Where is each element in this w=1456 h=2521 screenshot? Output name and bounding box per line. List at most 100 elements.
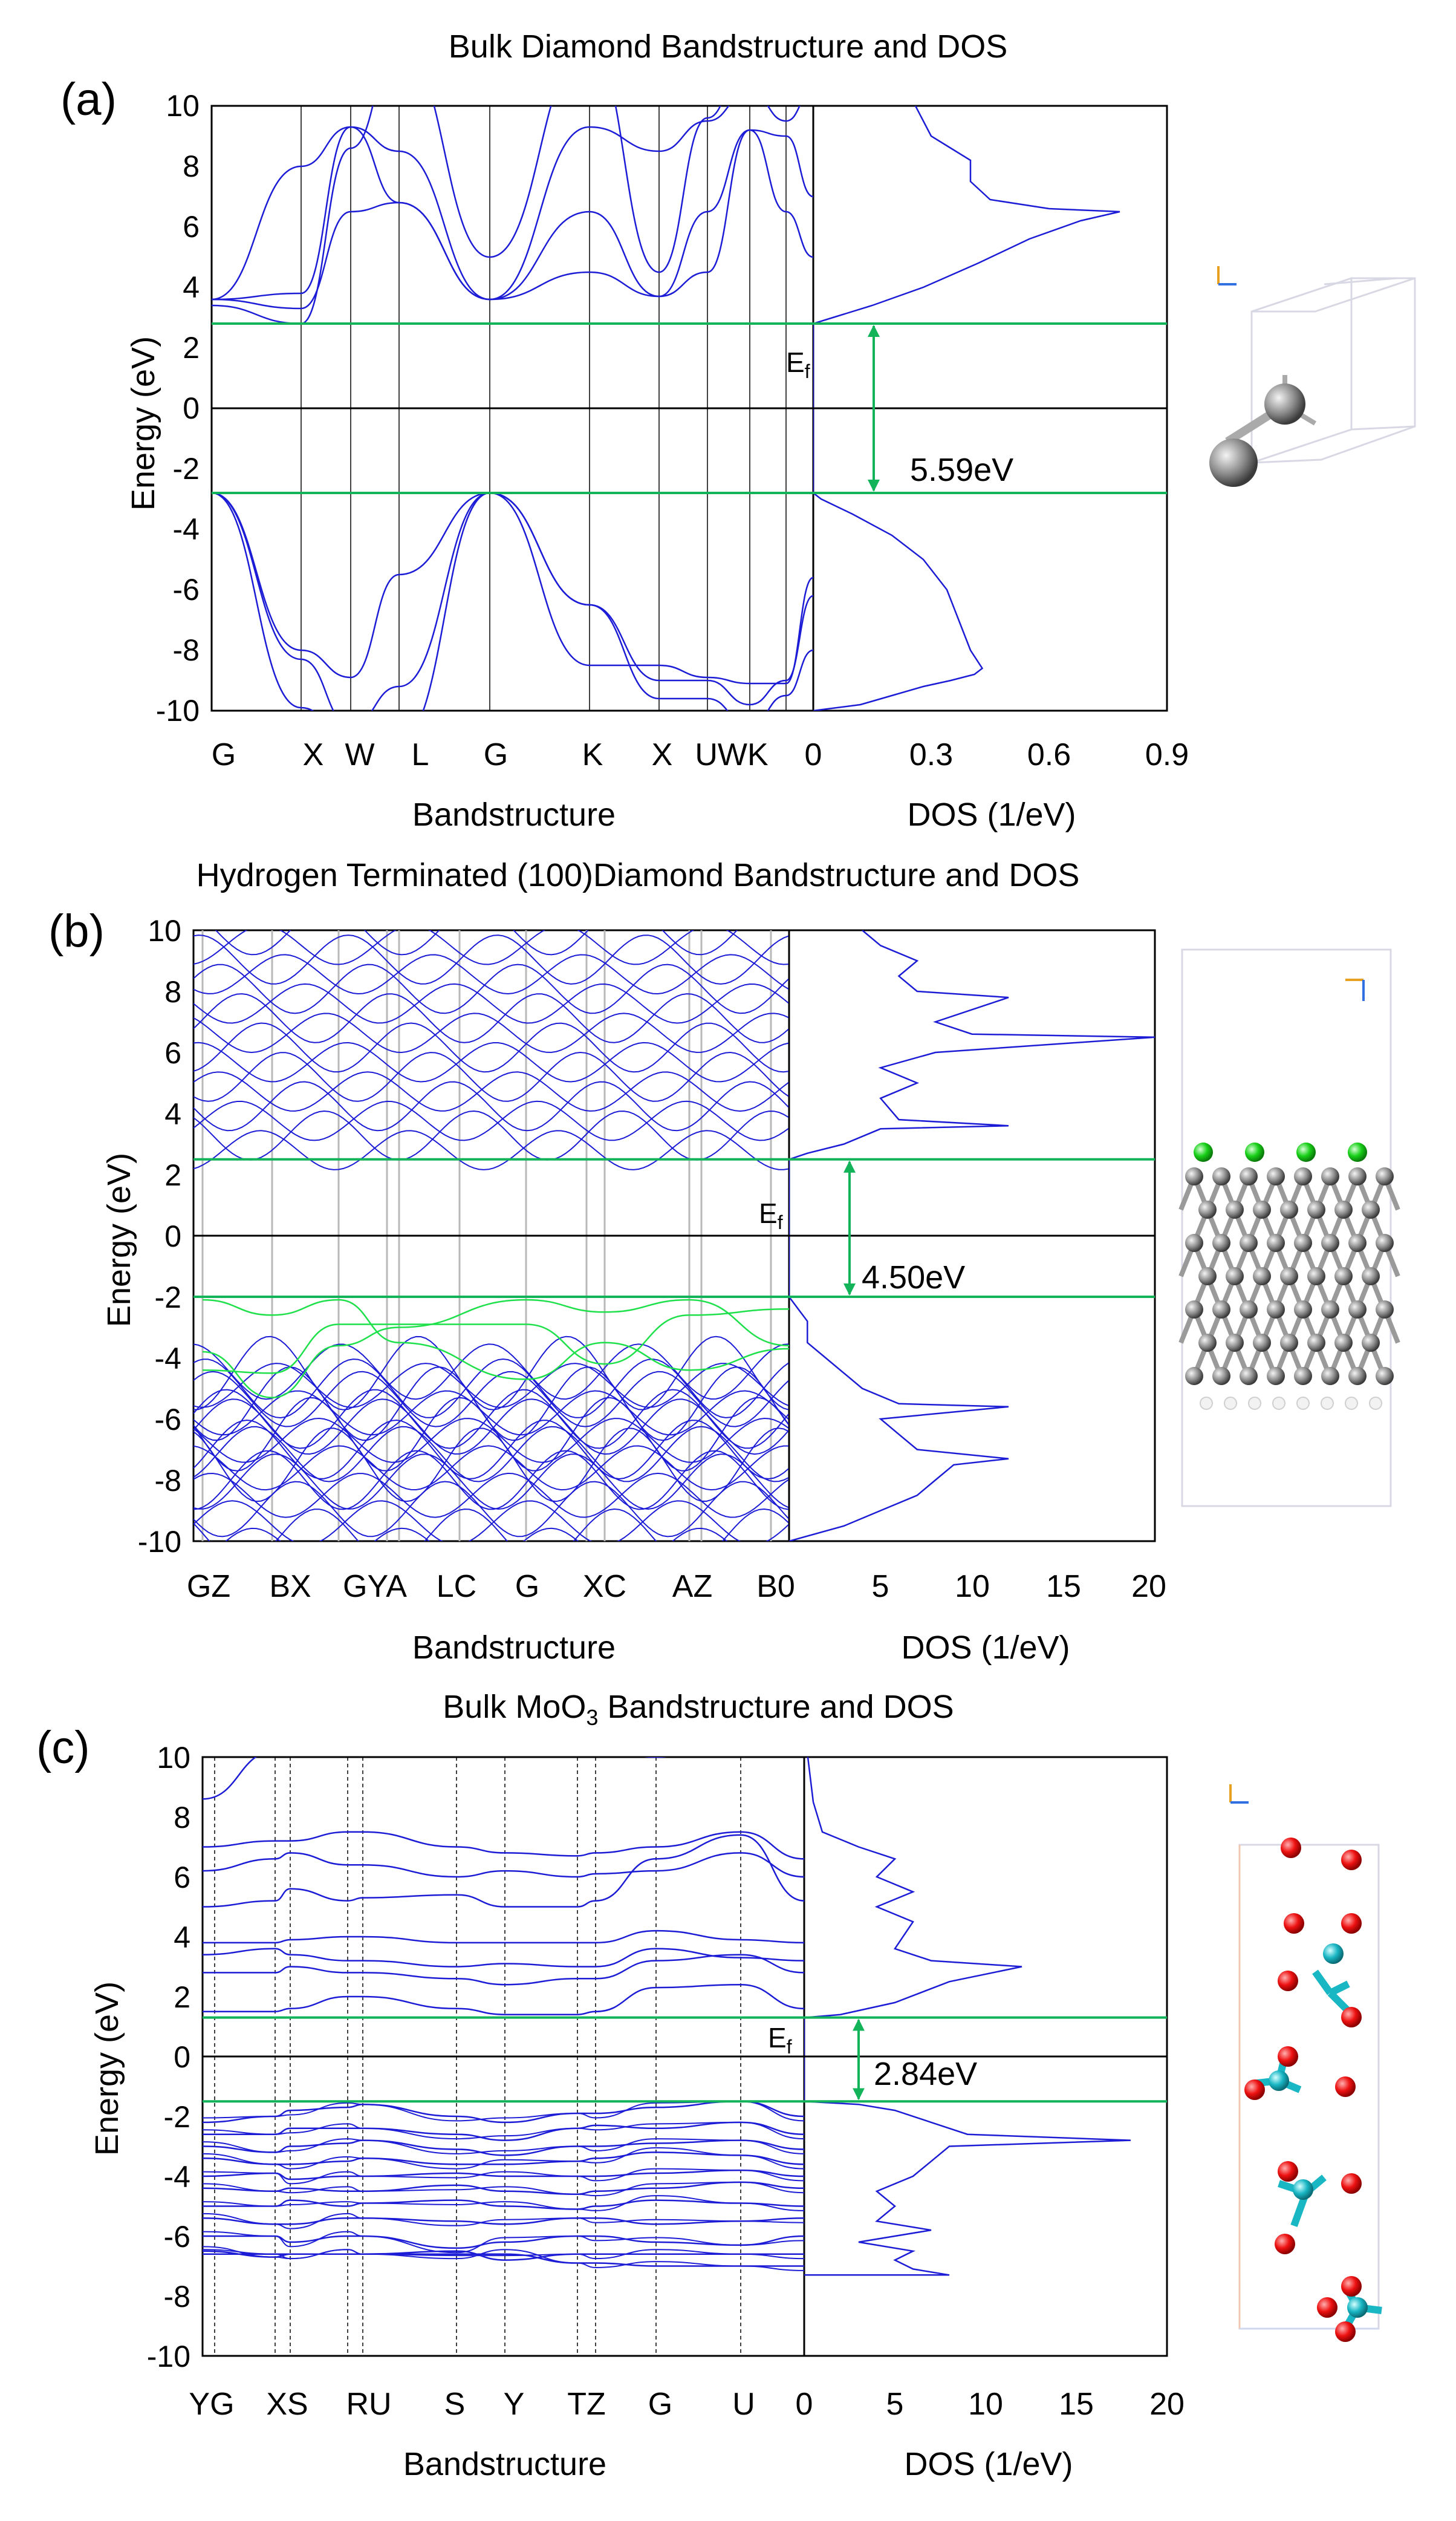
panel-c: Bulk MoO3 Bandstructure and DOS (c) Ener… bbox=[36, 1689, 1382, 2482]
y-tick-label: -4 bbox=[164, 2160, 190, 2194]
panel-c-dos-ticks: 5 10 15 20 bbox=[886, 2387, 1185, 2422]
y-tick-label: 0 bbox=[174, 2040, 190, 2074]
band-line bbox=[193, 934, 789, 985]
band-line bbox=[193, 1363, 789, 1408]
y-tick-label: 6 bbox=[174, 1861, 190, 1894]
panel-b-gap-label: 4.50eV bbox=[862, 1259, 965, 1296]
carbon-atom bbox=[1198, 1267, 1217, 1285]
carbon-atom bbox=[1185, 1234, 1203, 1252]
panel-a-band-xlabel: Bandstructure bbox=[412, 797, 616, 833]
oxygen-atom bbox=[1244, 2079, 1265, 2100]
carbon-atom bbox=[1185, 1167, 1203, 1185]
band-line bbox=[193, 1445, 788, 1491]
molybdenum-atom bbox=[1323, 1943, 1344, 1964]
y-tick-label: 6 bbox=[183, 210, 200, 244]
carbon-atom bbox=[1348, 1367, 1367, 1385]
panel-c-yticks: 10 8 6 4 2 0 -2 -4 -6 -8 -10 bbox=[147, 1741, 190, 2373]
diamond-slab-atoms bbox=[1178, 1143, 1400, 1410]
band-line bbox=[193, 954, 789, 995]
carbon-atom bbox=[1226, 1201, 1244, 1219]
dos-tick-label: 15 bbox=[1046, 1569, 1081, 1604]
hydrogen-atom bbox=[1369, 1397, 1382, 1410]
carbon-atom bbox=[1267, 1234, 1285, 1252]
carbon-atom bbox=[1307, 1201, 1325, 1219]
band-line bbox=[203, 2151, 804, 2165]
carbon-atom bbox=[1212, 1234, 1230, 1252]
kpoint-label: 0 bbox=[796, 2387, 813, 2422]
panel-a-bands bbox=[212, 106, 813, 711]
band-line bbox=[203, 2217, 804, 2225]
band-line bbox=[193, 1390, 789, 1436]
carbon-atom bbox=[1334, 1334, 1353, 1352]
panel-a-kpath-labels: G X W L G K X UWK bbox=[212, 737, 769, 772]
y-tick-label: 8 bbox=[164, 975, 181, 1009]
band-line bbox=[203, 1757, 667, 1800]
carbon-atom bbox=[1321, 1300, 1339, 1319]
band-line bbox=[212, 492, 813, 711]
kpoint-label: X bbox=[303, 737, 324, 772]
carbon-atom bbox=[1209, 439, 1258, 487]
carbon-atom bbox=[1240, 1234, 1258, 1252]
dos-tick-label: 15 bbox=[1059, 2387, 1094, 2422]
band-line bbox=[193, 1130, 789, 1170]
dos-tick-label: 10 bbox=[955, 1569, 990, 1604]
panel-a-fermi-label: Ef bbox=[786, 347, 810, 382]
kpoint-label: Y bbox=[504, 2387, 525, 2422]
carbon-atom bbox=[1264, 383, 1305, 425]
hydrogen-atom bbox=[1272, 1397, 1285, 1410]
band-line bbox=[212, 106, 721, 325]
kpoint-label: LC bbox=[437, 1569, 476, 1604]
kpoint-label: S bbox=[444, 2387, 466, 2422]
oxygen-atom bbox=[1278, 2161, 1298, 2182]
y-tick-label: -10 bbox=[138, 1525, 181, 1559]
kpoint-label: TZ bbox=[567, 2387, 606, 2422]
y-tick-label: 4 bbox=[174, 1920, 190, 1954]
kpoint-label: G bbox=[515, 1569, 539, 1604]
kpoint-label: RU bbox=[346, 2387, 391, 2422]
band-line bbox=[203, 1831, 804, 1860]
kpoint-label: G bbox=[212, 737, 236, 772]
band-line bbox=[193, 1481, 789, 1538]
carbon-atom bbox=[1280, 1334, 1298, 1352]
carbon-atom bbox=[1267, 1167, 1285, 1185]
kpoint-label: B0 bbox=[756, 1569, 795, 1604]
dos-tick-label: 20 bbox=[1131, 1569, 1166, 1604]
band-line bbox=[193, 930, 789, 965]
panel-c-ylabel: Energy (eV) bbox=[89, 1981, 125, 2156]
band-line bbox=[212, 492, 813, 685]
y-tick-label: -8 bbox=[164, 2280, 190, 2314]
band-line bbox=[193, 1100, 789, 1141]
panel-c-dos-curve bbox=[804, 1757, 1131, 2276]
band-line bbox=[203, 1983, 804, 2015]
band-line bbox=[193, 1453, 789, 1510]
carbon-atom bbox=[1240, 1367, 1258, 1385]
carbon-atom bbox=[1212, 1167, 1230, 1185]
carbon-atom bbox=[1198, 1201, 1217, 1219]
band-line bbox=[193, 1042, 789, 1083]
band-line bbox=[193, 964, 789, 1014]
panel-c-fermi-label: Ef bbox=[768, 2022, 792, 2058]
carbon-atom bbox=[1362, 1334, 1380, 1352]
band-line bbox=[225, 1527, 728, 1541]
band-line bbox=[203, 2169, 804, 2180]
y-tick-label: 4 bbox=[183, 270, 200, 304]
y-tick-label: 8 bbox=[183, 149, 200, 183]
band-line bbox=[212, 126, 813, 301]
band-line bbox=[193, 1397, 789, 1472]
axis-triad-icon bbox=[1229, 1784, 1249, 1804]
panel-b-dos-curve bbox=[789, 930, 1155, 1541]
carbon-atom bbox=[1267, 1300, 1285, 1319]
band-line bbox=[203, 2253, 804, 2267]
band-line bbox=[203, 2147, 804, 2170]
carbon-atom bbox=[1376, 1234, 1394, 1252]
carbon-atom bbox=[1253, 1267, 1271, 1285]
oxygen-atom bbox=[1335, 2076, 1356, 2097]
kpoint-label: U bbox=[732, 2387, 755, 2422]
carbon-atom bbox=[1280, 1201, 1298, 1219]
band-line bbox=[212, 106, 801, 301]
band-line bbox=[203, 2121, 804, 2140]
band-line bbox=[203, 1852, 804, 1878]
kpoint-label: XC bbox=[583, 1569, 626, 1604]
kpoint-label: GZ bbox=[187, 1569, 230, 1604]
carbon-atom bbox=[1212, 1300, 1230, 1319]
